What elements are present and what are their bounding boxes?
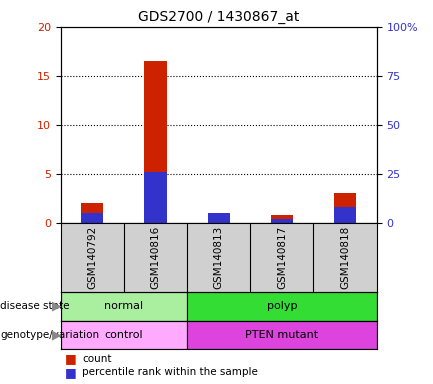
Text: GSM140792: GSM140792 xyxy=(87,226,97,290)
Bar xyxy=(187,321,377,349)
Bar xyxy=(61,321,187,349)
Text: GSM140813: GSM140813 xyxy=(213,226,224,290)
Text: ■: ■ xyxy=(65,366,77,379)
Text: disease state: disease state xyxy=(0,301,70,311)
Bar xyxy=(271,219,293,223)
Text: PTEN mutant: PTEN mutant xyxy=(246,330,318,340)
Text: genotype/variation: genotype/variation xyxy=(0,330,99,340)
Bar xyxy=(334,194,356,223)
Bar xyxy=(271,215,293,223)
Bar xyxy=(207,213,230,223)
Text: percentile rank within the sample: percentile rank within the sample xyxy=(82,367,258,377)
Bar xyxy=(61,292,187,321)
Bar xyxy=(334,207,356,223)
Text: control: control xyxy=(104,330,143,340)
Bar xyxy=(81,213,103,223)
Text: normal: normal xyxy=(104,301,143,311)
Text: ■: ■ xyxy=(65,353,77,366)
Text: ▶: ▶ xyxy=(52,329,61,341)
Text: GSM140818: GSM140818 xyxy=(340,226,350,290)
Bar xyxy=(187,292,377,321)
Bar xyxy=(207,213,230,223)
Text: GSM140817: GSM140817 xyxy=(277,226,287,290)
Text: polyp: polyp xyxy=(267,301,297,311)
Text: ▶: ▶ xyxy=(52,300,61,313)
Bar xyxy=(81,203,103,223)
Bar xyxy=(144,61,167,223)
Bar xyxy=(144,172,167,223)
Text: count: count xyxy=(82,354,112,364)
Text: GSM140816: GSM140816 xyxy=(150,226,161,290)
Title: GDS2700 / 1430867_at: GDS2700 / 1430867_at xyxy=(138,10,299,25)
